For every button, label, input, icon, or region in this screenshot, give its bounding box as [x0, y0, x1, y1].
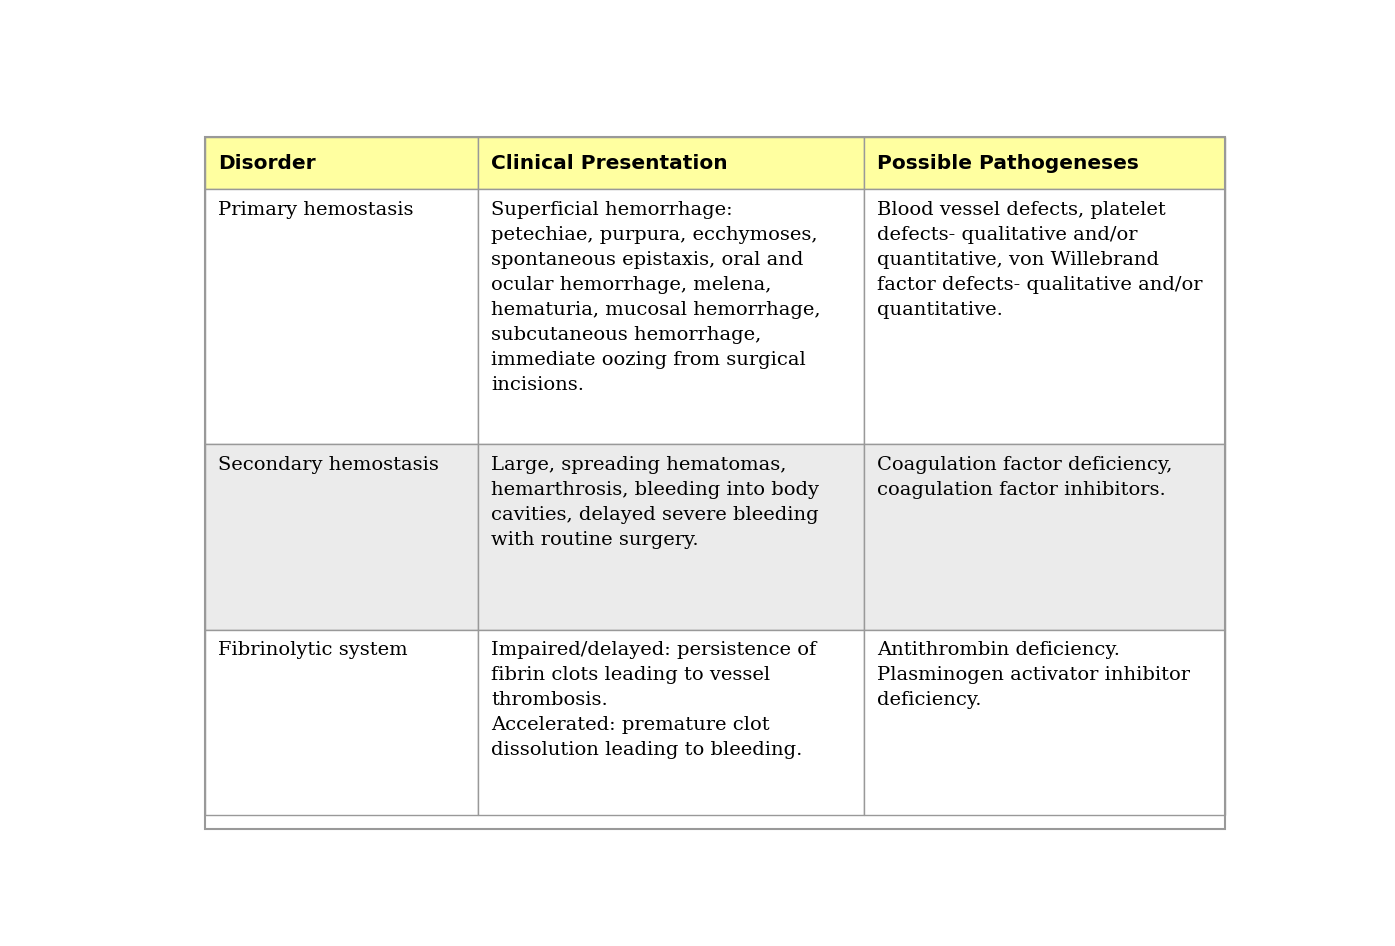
Text: Disorder: Disorder	[218, 153, 315, 172]
Text: Fibrinolytic system: Fibrinolytic system	[218, 641, 407, 659]
Text: Secondary hemostasis: Secondary hemostasis	[218, 456, 439, 474]
Text: Blood vessel defects, platelet
defects- qualitative and/or
quantitative, von Wil: Blood vessel defects, platelet defects- …	[877, 201, 1202, 319]
Text: Clinical Presentation: Clinical Presentation	[491, 153, 728, 172]
Bar	[864, 137, 1225, 189]
Bar	[478, 444, 864, 629]
Bar	[205, 444, 478, 629]
Bar	[478, 189, 864, 444]
Bar	[205, 189, 478, 444]
Bar	[205, 137, 478, 189]
Bar	[478, 629, 864, 815]
Text: Primary hemostasis: Primary hemostasis	[218, 201, 413, 219]
Bar	[478, 137, 864, 189]
Bar	[864, 189, 1225, 444]
Text: Possible Pathogeneses: Possible Pathogeneses	[877, 153, 1140, 172]
Text: Large, spreading hematomas,
hemarthrosis, bleeding into body
cavities, delayed s: Large, spreading hematomas, hemarthrosis…	[491, 456, 819, 549]
Text: Impaired/delayed: persistence of
fibrin clots leading to vessel
thrombosis.
Acce: Impaired/delayed: persistence of fibrin …	[491, 641, 816, 760]
Text: Antithrombin deficiency.
Plasminogen activator inhibitor
deficiency.: Antithrombin deficiency. Plasminogen act…	[877, 641, 1190, 710]
Text: Superficial hemorrhage:
petechiae, purpura, ecchymoses,
spontaneous epistaxis, o: Superficial hemorrhage: petechiae, purpu…	[491, 201, 820, 394]
Bar	[864, 444, 1225, 629]
Bar	[864, 629, 1225, 815]
Bar	[205, 629, 478, 815]
Text: Coagulation factor deficiency,
coagulation factor inhibitors.: Coagulation factor deficiency, coagulati…	[877, 456, 1173, 499]
